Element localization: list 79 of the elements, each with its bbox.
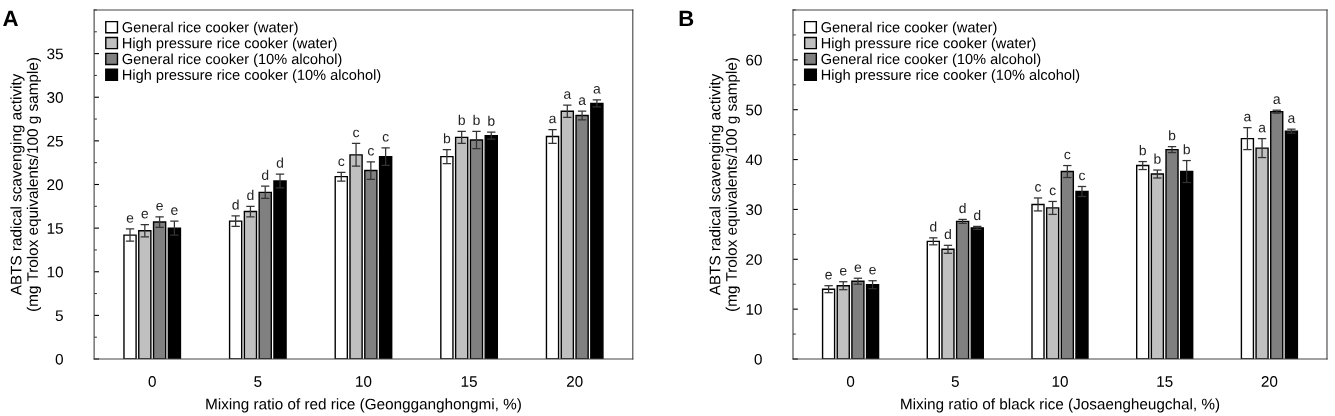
data-label: e bbox=[171, 207, 178, 215]
data-label: a bbox=[1244, 113, 1252, 122]
x-tick-label: 20 bbox=[1261, 376, 1278, 387]
data-label: a bbox=[1288, 115, 1296, 123]
legend-label: High pressure rice cooker (water) bbox=[821, 37, 1036, 52]
y-tick-label: 10 bbox=[746, 304, 762, 315]
x-tick-label: 15 bbox=[461, 376, 477, 387]
data-label: a bbox=[1258, 124, 1266, 133]
data-label: b bbox=[473, 114, 480, 126]
y-tick-label: 60 bbox=[746, 54, 762, 66]
x-tick-label: 5 bbox=[951, 376, 959, 387]
data-label: d bbox=[276, 157, 283, 168]
data-label: c bbox=[1064, 151, 1071, 160]
y-tick-label: 40 bbox=[745, 154, 762, 166]
y-tick-label: 35 bbox=[47, 48, 63, 60]
x-axis-title: Mixing ratio of black rice (Josaengheugchal, %) bbox=[901, 398, 1220, 413]
data-label: b bbox=[443, 133, 451, 144]
data-label: c bbox=[1079, 172, 1086, 181]
data-label: c bbox=[353, 129, 360, 138]
data-label: b bbox=[458, 114, 465, 126]
data-label: b bbox=[488, 115, 495, 126]
data-label: a bbox=[549, 115, 557, 124]
data-label: b bbox=[1139, 145, 1146, 156]
y-tick-label: 0 bbox=[55, 353, 63, 365]
data-label: e bbox=[126, 215, 134, 223]
data-label: d bbox=[232, 199, 239, 210]
data-label: e bbox=[869, 266, 876, 275]
data-label: e bbox=[839, 267, 847, 276]
data-label: a bbox=[578, 97, 586, 105]
legend-label: General rice cooker (water) bbox=[821, 21, 997, 36]
x-axis-title: Mixing ratio of red rice (Geongganghongmi, %) bbox=[206, 398, 521, 413]
data-label: b bbox=[1154, 153, 1161, 164]
y-axis-title: ABTS radical scavenging activity (mg Trolox equivalents/100 g sample) bbox=[709, 58, 740, 311]
legend-label: General rice cooker (water) bbox=[122, 21, 298, 36]
x-tick-label: 0 bbox=[148, 376, 156, 387]
legend-label: General rice cooker (10% alcohol) bbox=[122, 53, 342, 68]
data-label: d bbox=[944, 228, 951, 240]
y-tick-label: 50 bbox=[746, 104, 762, 116]
legend-label: High pressure rice cooker (water) bbox=[123, 37, 337, 52]
y-tick-label: 20 bbox=[746, 254, 762, 265]
data-label: d bbox=[261, 169, 269, 181]
data-label: d bbox=[930, 221, 937, 232]
data-label: c bbox=[1049, 187, 1056, 196]
data-label: e bbox=[156, 202, 163, 211]
data-label: b bbox=[1183, 144, 1190, 155]
y-axis-title: ABTS radical scavenging activity (mg Trolox equivalents/100 g sample) bbox=[10, 58, 42, 311]
y-tick-label: 30 bbox=[47, 92, 63, 103]
data-label: a bbox=[564, 91, 572, 99]
data-label: d bbox=[973, 209, 981, 221]
y-tick-label: 25 bbox=[47, 135, 63, 147]
x-tick-label: 10 bbox=[1052, 376, 1068, 387]
data-label: a bbox=[1273, 96, 1281, 104]
data-label: e bbox=[141, 210, 149, 219]
legend-label: General rice cooker (10% alcohol) bbox=[821, 53, 1041, 68]
y-tick-label: 20 bbox=[47, 179, 63, 191]
chart-title: B bbox=[679, 10, 694, 27]
data-label: d bbox=[959, 202, 966, 214]
data-label: d bbox=[247, 189, 254, 201]
data-label: c bbox=[1035, 184, 1042, 192]
x-tick-label: 15 bbox=[1157, 376, 1173, 387]
y-tick-label: 30 bbox=[746, 204, 762, 216]
x-tick-label: 10 bbox=[356, 376, 372, 387]
x-tick-label: 20 bbox=[566, 376, 583, 387]
y-tick-label: 0 bbox=[754, 353, 762, 365]
legend-label: High pressure rice cooker (10% alcohol) bbox=[821, 69, 1080, 83]
x-tick-label: 5 bbox=[254, 376, 262, 387]
data-label: b bbox=[1169, 130, 1176, 141]
data-label: e bbox=[825, 271, 832, 280]
data-label: c bbox=[338, 158, 345, 167]
data-label: e bbox=[854, 264, 862, 272]
y-tick-label: 5 bbox=[55, 310, 63, 322]
data-label: c bbox=[382, 134, 389, 142]
y-tick-label: 10 bbox=[47, 266, 63, 278]
x-tick-label: 0 bbox=[846, 376, 855, 387]
legend-label: High pressure rice cooker (10% alcohol) bbox=[123, 69, 381, 83]
chart-title: A bbox=[3, 10, 18, 27]
data-label: a bbox=[593, 86, 601, 94]
data-label: c bbox=[367, 147, 374, 156]
y-tick-label: 15 bbox=[47, 223, 63, 234]
